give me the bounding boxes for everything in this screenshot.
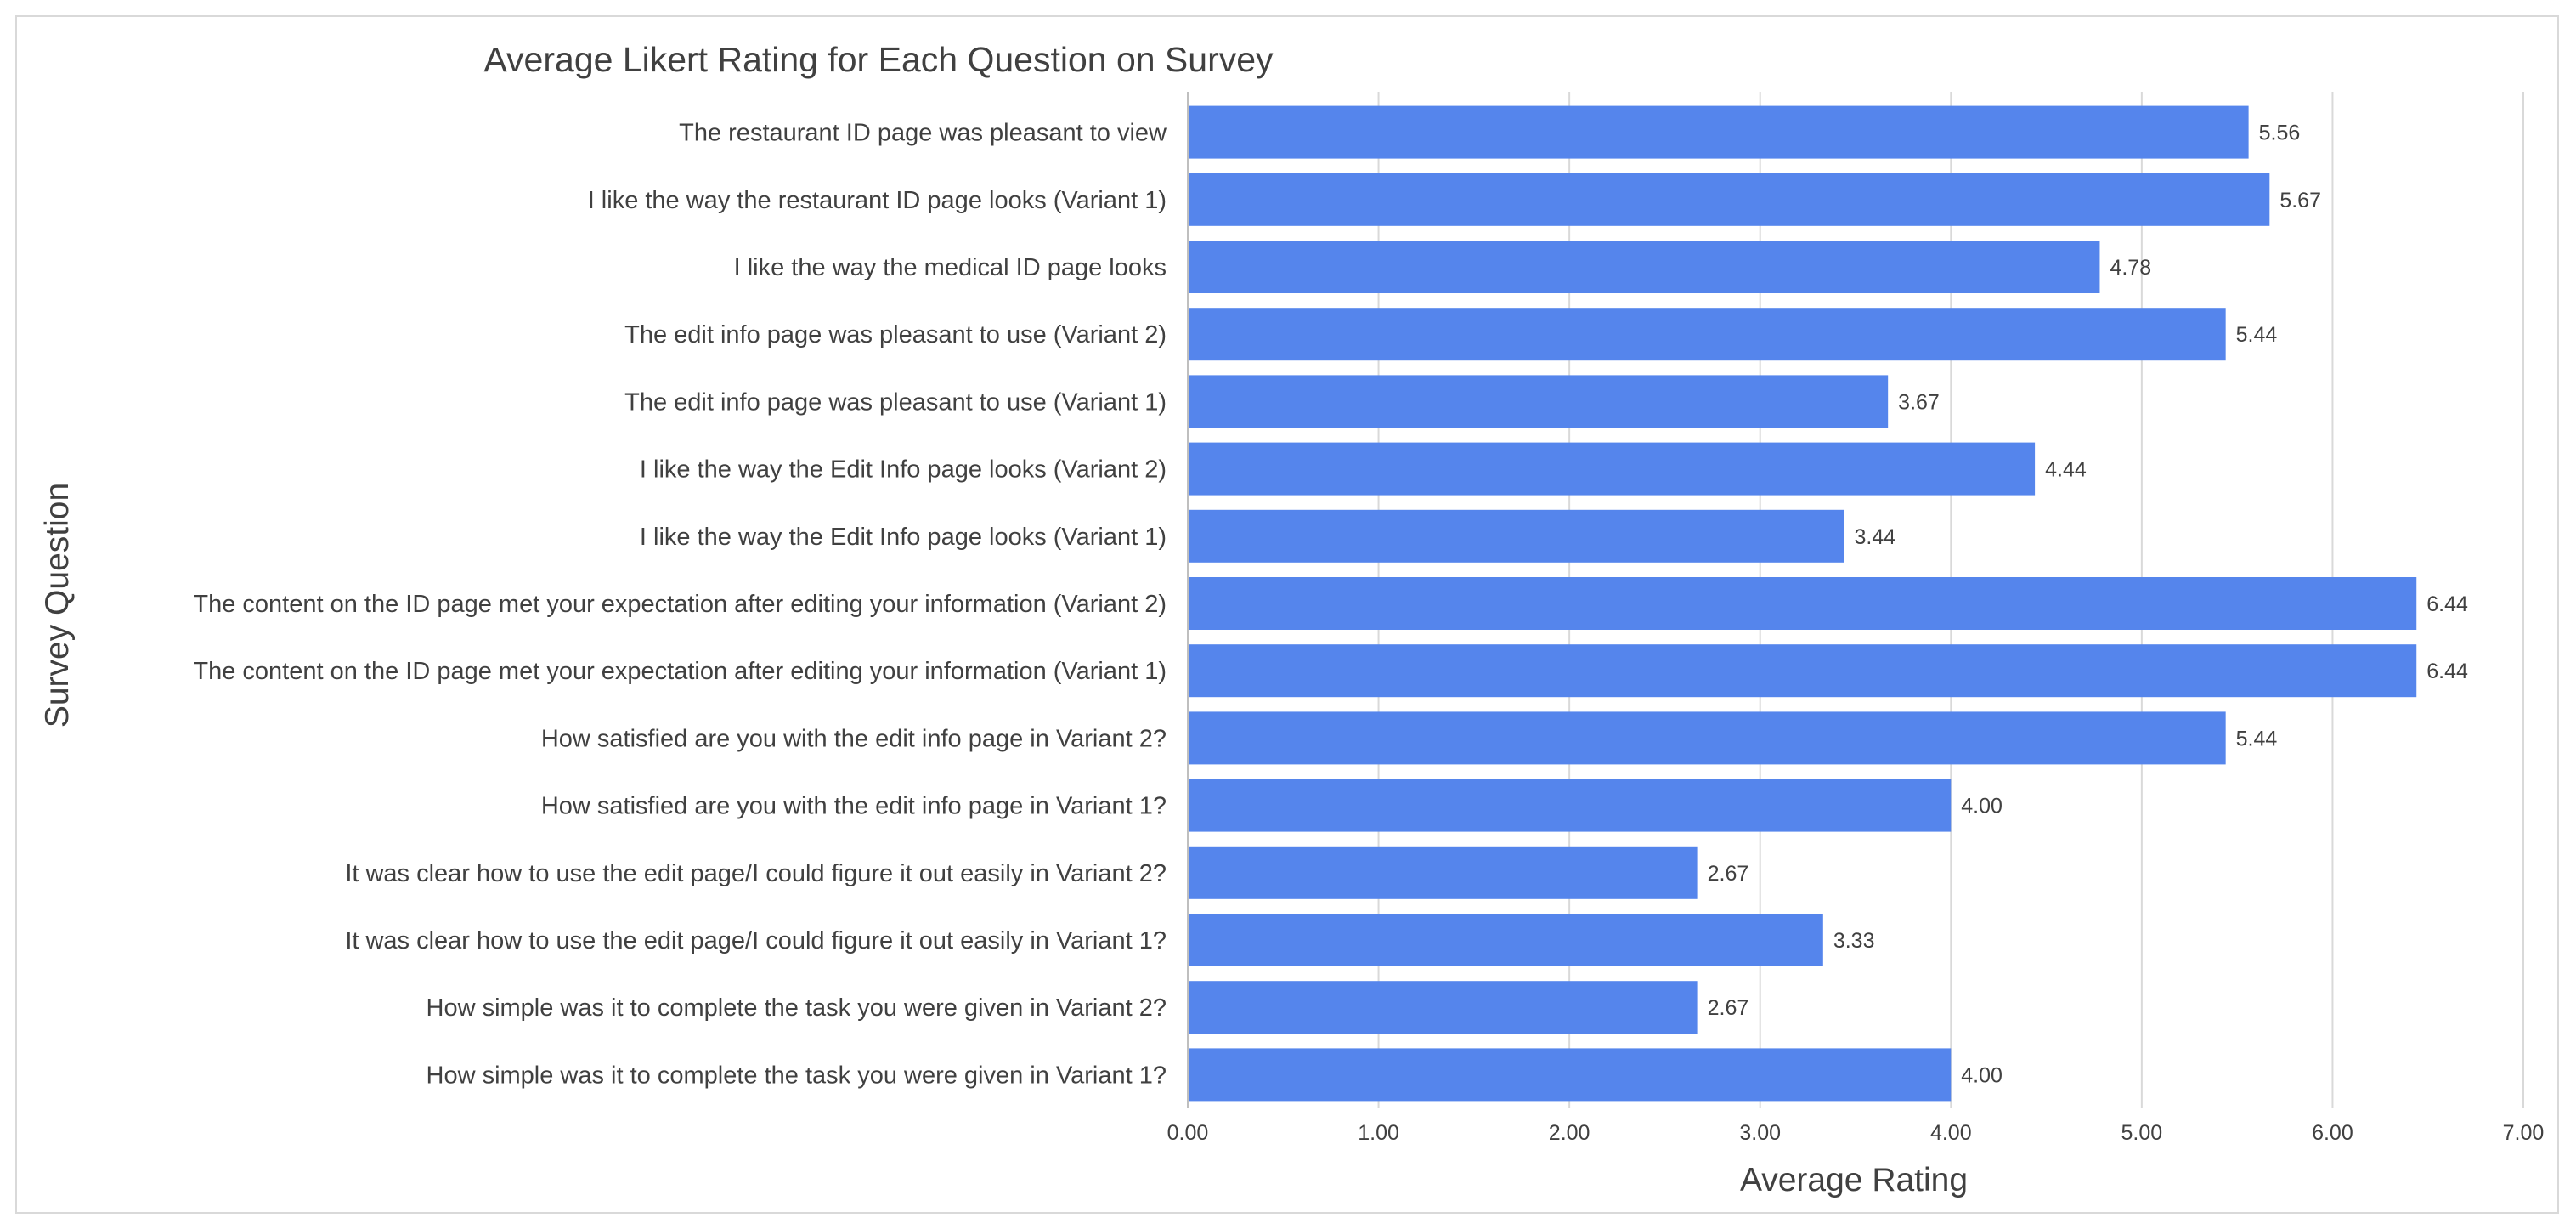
chart-frame: Average Likert Rating for Each Question … bbox=[15, 15, 2559, 1214]
data-label: 3.67 bbox=[1898, 390, 1940, 414]
x-tick-label: 6.00 bbox=[2312, 1121, 2353, 1145]
bar bbox=[1188, 981, 1698, 1034]
x-tick-label: 7.00 bbox=[2503, 1121, 2545, 1145]
x-tick-labels: 0.00 1.00 2.00 3.00 4.00 5.00 6.00 7.00 bbox=[1167, 1121, 2545, 1145]
category-label: How simple was it to complete the task y… bbox=[427, 994, 1167, 1022]
data-label: 4.00 bbox=[1961, 1063, 2003, 1087]
data-label: 3.44 bbox=[1855, 525, 1896, 549]
category-label: The content on the ID page met your expe… bbox=[193, 658, 1167, 685]
data-label: 4.44 bbox=[2045, 458, 2087, 482]
x-tick-label: 3.00 bbox=[1739, 1121, 1781, 1145]
category-label: The edit info page was pleasant to use (… bbox=[624, 388, 1167, 416]
data-label: 2.67 bbox=[1708, 862, 1749, 886]
category-labels: The restaurant ID page was pleasant to v… bbox=[193, 120, 1167, 1090]
data-label: 5.44 bbox=[2236, 727, 2278, 750]
bar-chart: Average Likert Rating for Each Question … bbox=[39, 40, 2545, 1198]
x-tick-label: 5.00 bbox=[2121, 1121, 2163, 1145]
x-axis-title: Average Rating bbox=[1740, 1162, 1968, 1198]
x-tick-label: 1.00 bbox=[1358, 1121, 1399, 1145]
y-axis-title: Survey Question bbox=[39, 483, 76, 728]
bar bbox=[1188, 914, 1823, 966]
data-label: 5.56 bbox=[2259, 122, 2301, 145]
category-label: The edit info page was pleasant to use (… bbox=[624, 321, 1167, 348]
category-label: How satisfied are you with the edit info… bbox=[541, 793, 1167, 820]
data-label: 3.33 bbox=[1833, 929, 1875, 953]
category-label: The restaurant ID page was pleasant to v… bbox=[679, 120, 1167, 147]
category-label: I like the way the Edit Info page looks … bbox=[640, 524, 1167, 551]
bar bbox=[1188, 105, 2249, 159]
bar bbox=[1188, 173, 2270, 226]
bar bbox=[1188, 241, 2100, 293]
data-label: 4.78 bbox=[2110, 256, 2151, 280]
bar bbox=[1188, 375, 1889, 428]
bar bbox=[1188, 644, 2417, 698]
bar bbox=[1188, 442, 2036, 496]
category-label: The content on the ID page met your expe… bbox=[193, 591, 1167, 618]
category-label: How satisfied are you with the edit info… bbox=[541, 725, 1167, 752]
data-label: 2.67 bbox=[1708, 996, 1749, 1020]
category-label: It was clear how to use the edit page/I … bbox=[345, 860, 1167, 887]
data-label: 5.67 bbox=[2279, 189, 2321, 212]
bar bbox=[1188, 846, 1698, 899]
chart-title: Average Likert Rating for Each Question … bbox=[483, 40, 1274, 79]
data-label: 6.44 bbox=[2426, 592, 2468, 616]
data-label: 5.44 bbox=[2236, 323, 2278, 347]
bar bbox=[1188, 577, 2417, 630]
bars bbox=[1188, 105, 2417, 1102]
category-label: I like the way the restaurant ID page lo… bbox=[588, 187, 1167, 214]
bar bbox=[1188, 711, 2226, 765]
data-label: 4.00 bbox=[1961, 795, 2003, 818]
category-label: How simple was it to complete the task y… bbox=[427, 1062, 1167, 1089]
x-tick-label: 2.00 bbox=[1549, 1121, 1590, 1145]
category-label: I like the way the Edit Info page looks … bbox=[640, 456, 1167, 484]
data-label: 6.44 bbox=[2426, 660, 2468, 683]
x-tick-label: 0.00 bbox=[1167, 1121, 1209, 1145]
bar bbox=[1188, 308, 2226, 361]
bar bbox=[1188, 509, 1844, 563]
category-label: It was clear how to use the edit page/I … bbox=[345, 927, 1167, 954]
data-labels: 5.56 5.67 4.78 5.44 3.67 4.44 3.44 6.44 6.44 5.44… bbox=[1708, 122, 2468, 1088]
bar bbox=[1188, 779, 1952, 832]
category-label: I like the way the medical ID page looks bbox=[734, 254, 1167, 281]
x-tick-label: 4.00 bbox=[1930, 1121, 1972, 1145]
bar bbox=[1188, 1048, 1952, 1102]
